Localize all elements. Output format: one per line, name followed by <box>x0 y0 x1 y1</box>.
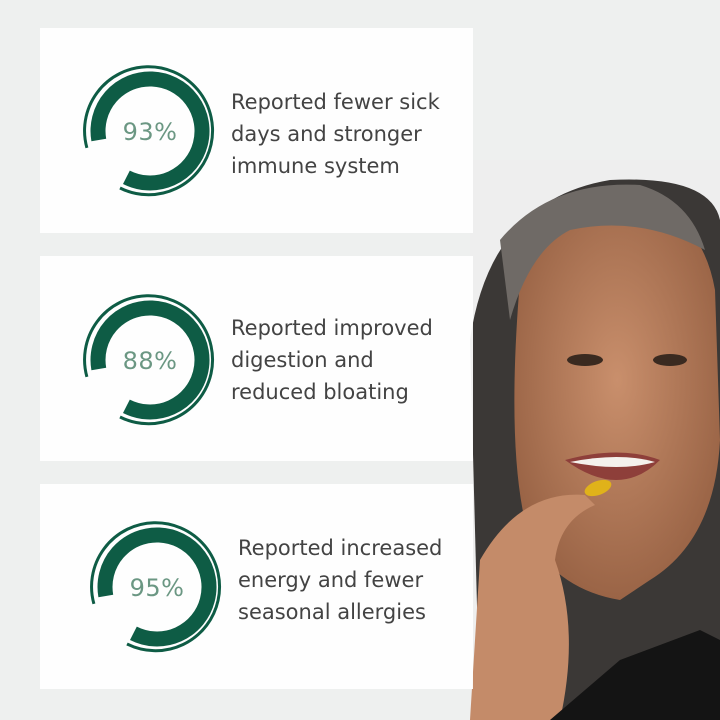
stat-card-energy: 95% Reported increased energy and fewer … <box>40 484 473 689</box>
stat-percent: 88% <box>122 347 178 375</box>
progress-ring-icon <box>83 65 215 197</box>
stat-percent: 93% <box>122 118 178 146</box>
stat-percent: 95% <box>129 574 185 602</box>
stat-description: Reported improved digestion and reduced … <box>231 316 433 404</box>
stat-description: Reported increased energy and fewer seas… <box>238 536 443 624</box>
progress-ring-icon <box>83 294 215 426</box>
woman-taking-supplement-photo <box>470 160 720 720</box>
stat-card-immune: 93% Reported fewer sick days and stronge… <box>40 28 473 233</box>
progress-ring-icon <box>90 521 222 653</box>
stat-description: Reported fewer sick days and stronger im… <box>231 90 440 178</box>
stat-card-digestion: 88% Reported improved digestion and redu… <box>40 256 473 461</box>
